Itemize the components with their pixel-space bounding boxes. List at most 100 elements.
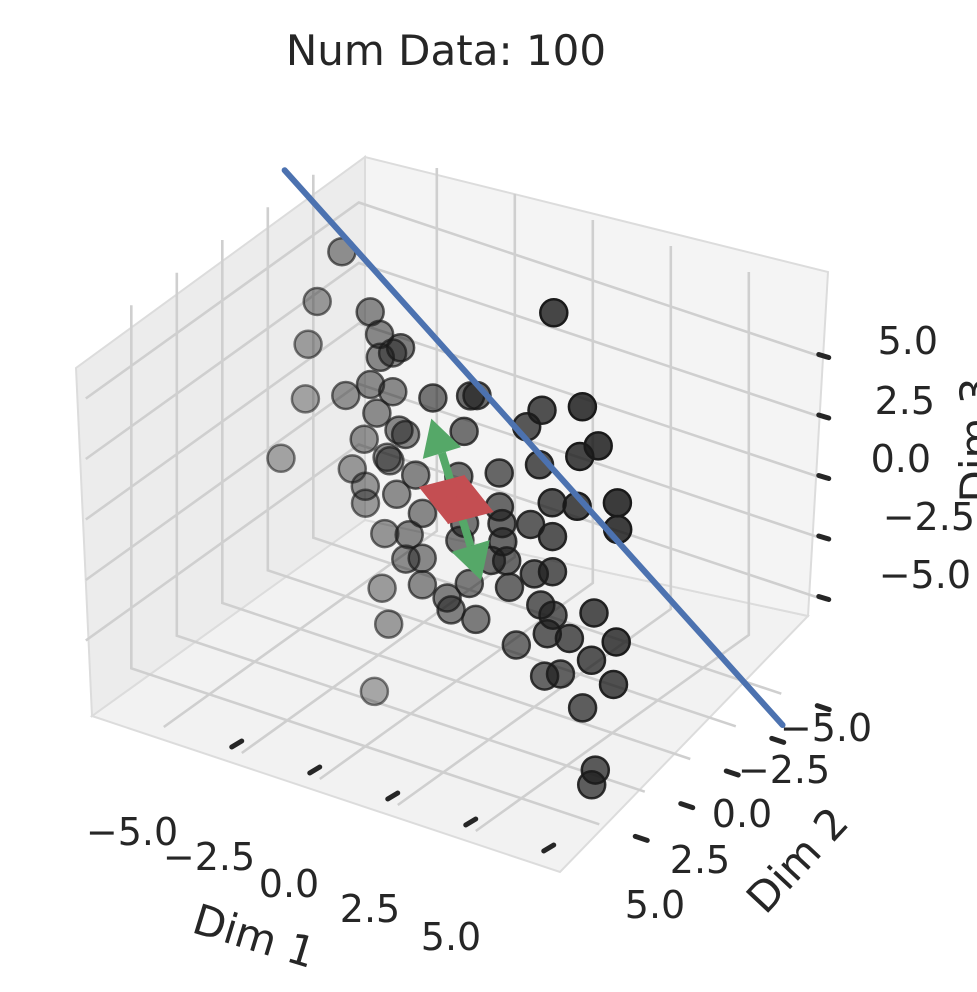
red-arrow-head: [418, 475, 465, 525]
x-tick-mark: [307, 764, 323, 776]
z-tick-mark: [816, 533, 832, 542]
data-point: [484, 458, 514, 488]
data-point: [461, 604, 491, 635]
data-point: [579, 598, 609, 628]
data-point: [494, 572, 525, 603]
y-tick-mark: [678, 801, 696, 811]
z-tick-label: 2.5: [875, 379, 935, 423]
x-tick-mark: [385, 790, 401, 802]
y-tick-label: −5.0: [780, 706, 872, 750]
y-tick-labels: −5.0 −2.5 0.0 2.5 5.0: [625, 706, 872, 927]
fit-line: [281, 167, 786, 728]
x-tick-label: 5.0: [421, 915, 481, 959]
grid-line: [85, 443, 828, 642]
data-point: [487, 508, 517, 539]
z-tick-labels: 5.0 2.5 0.0 −2.5 −5.0: [871, 319, 975, 597]
z-tick-mark: [816, 594, 832, 602]
data-point: [418, 383, 448, 413]
tick-marks: [229, 352, 832, 854]
x-tick-mark: [541, 842, 557, 854]
data-point: [527, 395, 557, 425]
grid-line: [85, 322, 828, 521]
grid-lines: [85, 168, 828, 833]
z-tick-label: 5.0: [878, 319, 938, 363]
data-point: [576, 645, 607, 676]
data-point: [545, 659, 576, 689]
z-tick-mark: [816, 473, 832, 481]
red-arrow-head: [447, 474, 494, 524]
data-point: [359, 676, 390, 707]
x-tick-labels: −5.0 −2.5 0.0 2.5 5.0: [86, 810, 481, 959]
x-tick-mark: [463, 816, 479, 828]
green-arrow-head: [422, 418, 461, 459]
z-tick-mark: [816, 412, 832, 421]
data-point: [567, 693, 598, 723]
data-point: [378, 376, 408, 407]
data-point: [381, 479, 412, 510]
data-point: [491, 546, 522, 576]
y-tick-mark: [632, 833, 650, 843]
data-point: [501, 630, 532, 660]
data-point: [375, 446, 405, 476]
data-point: [400, 460, 431, 490]
x-tick-label: −5.0: [86, 810, 178, 854]
data-point: [407, 570, 438, 600]
data-point: [407, 543, 437, 573]
x-tick-label: −2.5: [163, 835, 255, 879]
chart-title: Num Data: 100: [286, 26, 606, 75]
green-arrow-head: [451, 540, 490, 581]
plot-area: [266, 167, 786, 800]
y-tick-label: 2.5: [670, 838, 730, 882]
data-point: [266, 443, 296, 474]
data-point: [362, 398, 392, 428]
data-point: [454, 568, 485, 599]
data-point: [373, 609, 404, 639]
x-tick-label: 2.5: [340, 887, 400, 931]
x-tick-mark: [229, 738, 245, 750]
data-point: [537, 521, 568, 552]
data-point: [331, 380, 361, 411]
z-tick-mark: [816, 352, 832, 360]
data-point: [602, 488, 633, 518]
data-point: [598, 669, 629, 700]
data-point: [554, 623, 585, 654]
data-point: [367, 573, 397, 603]
data-point: [370, 518, 400, 549]
data-point: [567, 392, 598, 422]
y-tick-mark: [723, 768, 741, 778]
data-point: [350, 471, 381, 502]
data-point: [355, 369, 386, 400]
data-point: [290, 384, 321, 414]
z-tick-label: −5.0: [879, 553, 971, 597]
data-point: [538, 600, 568, 630]
data-point: [385, 332, 416, 363]
data-point: [539, 298, 569, 328]
z-tick-label: −2.5: [883, 495, 975, 539]
data-point: [349, 424, 379, 454]
z-axis-label: Dim 3: [951, 378, 977, 503]
x-axis-label: Dim 1: [187, 894, 321, 977]
grid-line: [85, 201, 828, 400]
data-point: [580, 755, 611, 785]
data-point: [537, 556, 568, 587]
data-point: [302, 286, 332, 317]
grid-line: [85, 382, 828, 582]
y-tick-label: 0.0: [712, 792, 772, 836]
data-point: [537, 488, 567, 518]
x-tick-label: 0.0: [259, 862, 319, 906]
grid-line: [85, 261, 828, 461]
z-tick-label: 0.0: [871, 437, 931, 481]
y-tick-label: 5.0: [625, 883, 685, 927]
data-point: [293, 329, 323, 360]
data-point: [449, 416, 479, 447]
data-point: [407, 498, 438, 529]
y-tick-mark: [814, 703, 832, 713]
data-point: [390, 419, 421, 450]
data-point: [394, 519, 424, 550]
data-point: [601, 627, 631, 657]
data-point: [436, 595, 466, 625]
y-tick-mark: [769, 735, 787, 745]
y-tick-label: −2.5: [738, 748, 830, 792]
